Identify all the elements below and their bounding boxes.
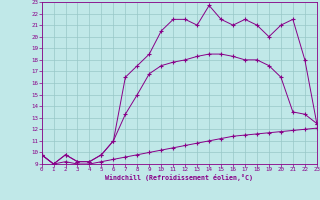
X-axis label: Windchill (Refroidissement éolien,°C): Windchill (Refroidissement éolien,°C) bbox=[105, 174, 253, 181]
